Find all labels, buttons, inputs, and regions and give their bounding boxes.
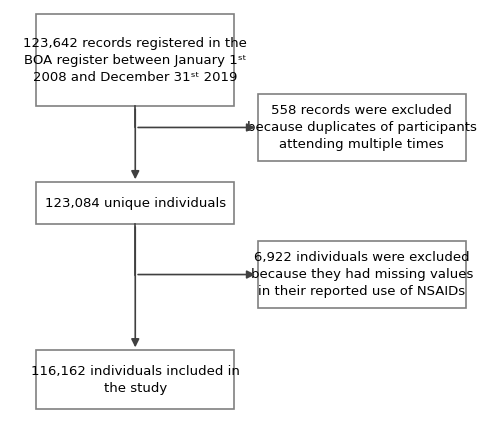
FancyBboxPatch shape bbox=[36, 350, 234, 409]
FancyBboxPatch shape bbox=[258, 94, 466, 161]
Text: 123,084 unique individuals: 123,084 unique individuals bbox=[44, 197, 226, 209]
FancyBboxPatch shape bbox=[36, 182, 234, 224]
Text: 6,922 individuals were excluded
because they had missing values
in their reporte: 6,922 individuals were excluded because … bbox=[250, 251, 473, 298]
FancyBboxPatch shape bbox=[258, 241, 466, 308]
Text: 116,162 individuals included in
the study: 116,162 individuals included in the stud… bbox=[31, 365, 240, 395]
FancyBboxPatch shape bbox=[36, 14, 234, 107]
Text: 123,642 records registered in the
BOA register between January 1ˢᵗ
2008 and Dece: 123,642 records registered in the BOA re… bbox=[24, 37, 247, 84]
Text: 558 records were excluded
because duplicates of participants
attending multiple : 558 records were excluded because duplic… bbox=[247, 104, 476, 151]
